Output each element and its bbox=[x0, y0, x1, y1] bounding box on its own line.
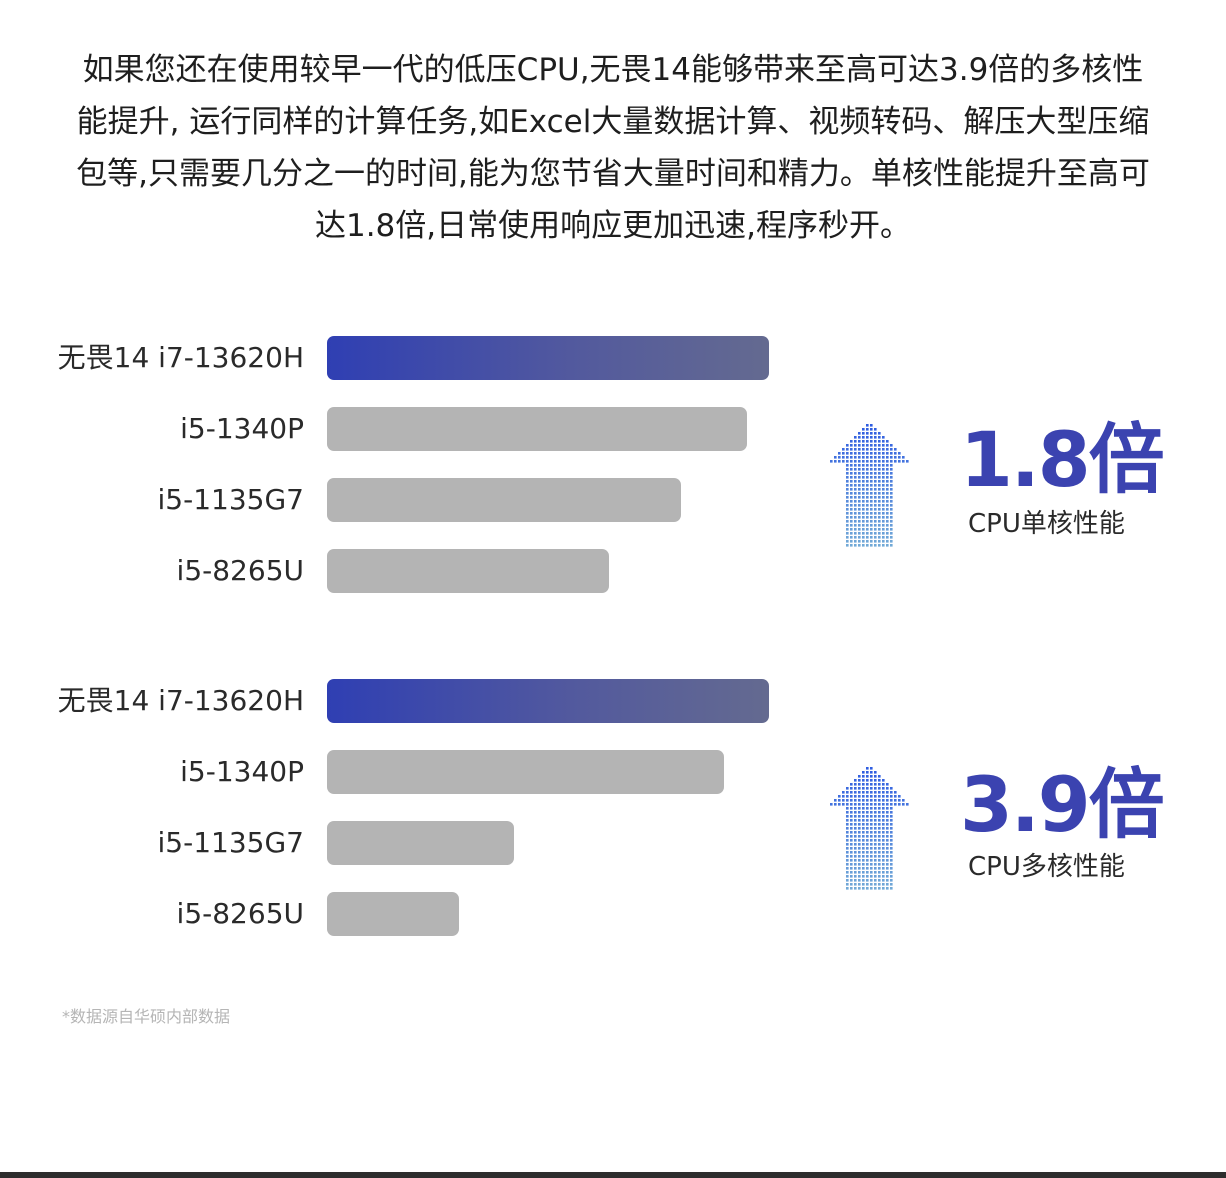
bar bbox=[327, 336, 769, 380]
bar-label: i5-8265U bbox=[176, 897, 304, 930]
footnote: *数据源自华硕内部数据 bbox=[62, 1007, 231, 1026]
intro-paragraph: 如果您还在使用较早一代的低压CPU,无畏14能够带来至高可达3.9倍的多核性 能… bbox=[40, 44, 1186, 252]
multi-core-caption: CPU多核性能 bbox=[968, 852, 1125, 882]
bar bbox=[327, 679, 769, 723]
bar-label: i5-1135G7 bbox=[157, 483, 304, 516]
bar-label: i5-1340P bbox=[180, 755, 304, 788]
multi-core-multiplier: 3.9倍 bbox=[960, 760, 1165, 849]
bar-label: i5-8265U bbox=[176, 554, 304, 587]
single-core-caption: CPU单核性能 bbox=[968, 509, 1125, 539]
bar bbox=[327, 549, 610, 593]
intro-line: 包等,只需要几分之一的时间,能为您节省大量时间和精力。单核性能提升至高可 bbox=[76, 156, 1150, 192]
intro-line: 达1.8倍,日常使用响应更加迅速,程序秒开。 bbox=[314, 208, 911, 244]
bar-label: 无畏14 i7-13620H bbox=[57, 341, 304, 374]
intro-line: 如果您还在使用较早一代的低压CPU,无畏14能够带来至高可达3.9倍的多核性 bbox=[82, 52, 1144, 88]
bar-label: i5-1135G7 bbox=[157, 826, 304, 859]
bar-label: i5-1340P bbox=[180, 412, 304, 445]
dotted-up-arrow-icon bbox=[830, 767, 909, 890]
intro-line: 能提升, 运行同样的计算任务,如Excel大量数据计算、视频转码、解压大型压缩 bbox=[76, 104, 1150, 140]
single-core-multiplier: 1.8倍 bbox=[960, 415, 1165, 504]
bar bbox=[327, 892, 459, 936]
single-core-chart: 无畏14 i7-13620H i5-1340P i5-1135G7 i5-826… bbox=[0, 336, 1226, 636]
multi-core-chart: 无畏14 i7-13620H i5-1340P i5-1135G7 i5-826… bbox=[0, 679, 1226, 979]
bar bbox=[327, 750, 724, 794]
bar bbox=[327, 407, 747, 451]
bottom-divider bbox=[0, 1172, 1226, 1178]
bar bbox=[327, 821, 514, 865]
dotted-up-arrow-icon bbox=[830, 424, 909, 547]
bar-label: 无畏14 i7-13620H bbox=[57, 684, 304, 717]
bar bbox=[327, 478, 681, 522]
